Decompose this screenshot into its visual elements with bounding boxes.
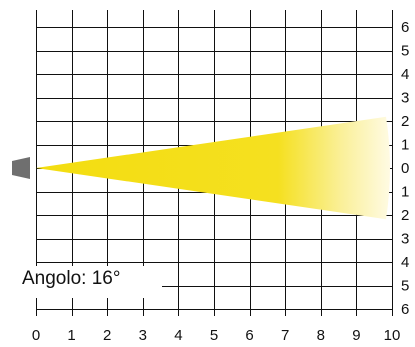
x-tick-label: 3 xyxy=(139,327,147,344)
y-tick-label: 4 xyxy=(401,66,409,83)
y-tick-label: 5 xyxy=(401,43,409,60)
y-tick-label: 2 xyxy=(401,207,409,224)
y-tick-label: 3 xyxy=(401,90,409,107)
x-tick-label: 7 xyxy=(281,327,289,344)
y-tick-label: 0 xyxy=(401,160,409,177)
x-tick-label: 1 xyxy=(67,327,75,344)
x-tick-label: 6 xyxy=(245,327,253,344)
x-tick-label: 9 xyxy=(352,327,360,344)
y-tick-label: 1 xyxy=(401,184,409,201)
y-tick-label: 3 xyxy=(401,231,409,248)
y-tick-label: 6 xyxy=(401,301,409,318)
y-tick-label: 4 xyxy=(401,254,409,271)
x-tick-label: 10 xyxy=(384,327,401,344)
x-tick-label: 2 xyxy=(103,327,111,344)
x-tick-label: 8 xyxy=(317,327,325,344)
y-tick-label: 6 xyxy=(401,19,409,36)
light-source-icon xyxy=(12,157,30,179)
angle-label-box xyxy=(16,266,162,298)
y-tick-label: 1 xyxy=(401,137,409,154)
x-tick-label: 5 xyxy=(210,327,218,344)
x-axis-tick-labels: 0 1 2 3 4 5 6 7 8 9 10 xyxy=(32,327,401,344)
angle-label: Angolo: 16° xyxy=(22,268,121,289)
y-tick-label: 2 xyxy=(401,113,409,130)
x-tick-label: 0 xyxy=(32,327,40,344)
y-axis-tick-labels: 6 5 4 3 2 1 0 1 2 3 4 5 6 xyxy=(401,19,409,318)
light-beam xyxy=(36,116,390,220)
x-tick-label: 4 xyxy=(174,327,182,344)
y-tick-label: 5 xyxy=(401,278,409,295)
